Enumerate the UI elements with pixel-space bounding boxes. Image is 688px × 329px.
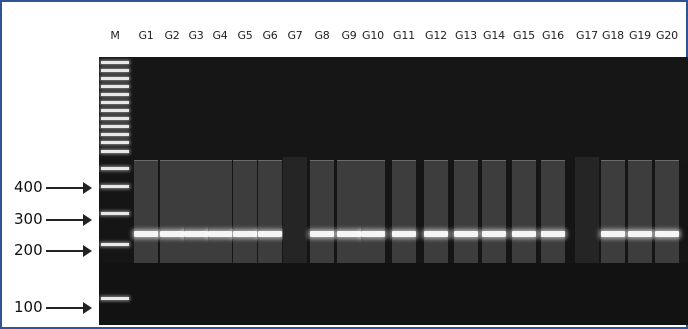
- band-g14: [482, 231, 506, 237]
- band-g18: [601, 231, 625, 237]
- lane-label-g3: G3: [188, 29, 204, 42]
- band-g6: [258, 231, 282, 237]
- ladder-band: [101, 85, 129, 88]
- ladder-band: [101, 243, 129, 246]
- band-g16: [541, 231, 565, 237]
- lane-g17-smear: [575, 157, 599, 272]
- lane-label-g18: G18: [602, 29, 624, 42]
- marker-300-arrow: [46, 214, 92, 226]
- band-g11: [392, 231, 416, 237]
- band-g4: [208, 231, 232, 237]
- lane-label-g8: G8: [314, 29, 330, 42]
- lane-label-g6: G6: [262, 29, 278, 42]
- ladder-band: [101, 167, 129, 170]
- lane-g16-smear: [541, 160, 565, 266]
- lane-g11-smear: [392, 160, 416, 266]
- lane-label-g13: G13: [455, 29, 477, 42]
- lane-label-g7: G7: [287, 29, 303, 42]
- ladder-band: [101, 101, 129, 104]
- band-g2: [160, 231, 184, 237]
- band-g13: [454, 231, 478, 237]
- lane-g5-smear: [233, 160, 257, 266]
- lane-g9-smear: [337, 160, 361, 266]
- lane-label-g14: G14: [483, 29, 505, 42]
- ladder-band: [101, 125, 129, 128]
- lane-g2-smear: [160, 160, 184, 266]
- lane-g7-smear: [283, 157, 307, 272]
- band-g3: [184, 231, 208, 237]
- lane-g8-smear: [310, 160, 334, 266]
- ladder-band: [101, 297, 129, 300]
- ladder-band: [101, 133, 129, 136]
- band-g8: [310, 231, 334, 237]
- band-g12: [424, 231, 448, 237]
- lane-g19-smear: [628, 160, 652, 266]
- ladder-band: [101, 77, 129, 80]
- lane-label-g16: G16: [542, 29, 564, 42]
- band-g5: [233, 231, 257, 237]
- lane-label-g1: G1: [138, 29, 154, 42]
- lane-g14-smear: [482, 160, 506, 266]
- lane-g6-smear: [258, 160, 282, 266]
- lane-g4-smear: [208, 160, 232, 266]
- lane-g1-smear: [134, 160, 158, 266]
- ladder-band: [101, 61, 129, 64]
- lane-label-m: M: [110, 29, 120, 42]
- lane-g15-smear: [512, 160, 536, 266]
- ladder-band: [101, 185, 129, 188]
- lane-label-g19: G19: [629, 29, 651, 42]
- band-g20: [655, 231, 679, 237]
- ladder-band: [101, 150, 129, 153]
- lane-g20-smear: [655, 160, 679, 266]
- gel-lower-region: [99, 263, 688, 325]
- ladder-band: [101, 212, 129, 215]
- ladder-band: [101, 117, 129, 120]
- marker-100-arrow: [46, 302, 92, 314]
- gel-upper-region: [99, 57, 688, 162]
- lane-label-g4: G4: [212, 29, 228, 42]
- lane-label-g11: G11: [393, 29, 415, 42]
- lane-g13-smear: [454, 160, 478, 266]
- lane-label-g17: G17: [576, 29, 598, 42]
- lane-g12-smear: [424, 160, 448, 266]
- ladder-band: [101, 93, 129, 96]
- lane-label-g10: G10: [362, 29, 384, 42]
- lane-label-g5: G5: [237, 29, 253, 42]
- band-g9: [337, 231, 361, 237]
- band-g10: [361, 231, 385, 237]
- lane-label-g12: G12: [425, 29, 447, 42]
- marker-400-arrow: [46, 182, 92, 194]
- lane-g10-smear: [361, 160, 385, 266]
- band-g15: [512, 231, 536, 237]
- ladder-band: [101, 109, 129, 112]
- lane-g18-smear: [601, 160, 625, 266]
- marker-300-label: 300: [14, 210, 43, 228]
- gel-image: [99, 57, 688, 325]
- marker-200-label: 200: [14, 241, 43, 259]
- lane-label-g2: G2: [164, 29, 180, 42]
- lane-label-g9: G9: [341, 29, 357, 42]
- marker-200-arrow: [46, 245, 92, 257]
- ladder-band: [101, 69, 129, 72]
- lane-label-g20: G20: [656, 29, 678, 42]
- marker-100-label: 100: [14, 298, 43, 316]
- band-g1: [134, 231, 158, 237]
- ladder-band: [101, 141, 129, 144]
- marker-400-label: 400: [14, 178, 43, 196]
- lane-g3-smear: [184, 160, 208, 266]
- band-g19: [628, 231, 652, 237]
- lane-label-g15: G15: [513, 29, 535, 42]
